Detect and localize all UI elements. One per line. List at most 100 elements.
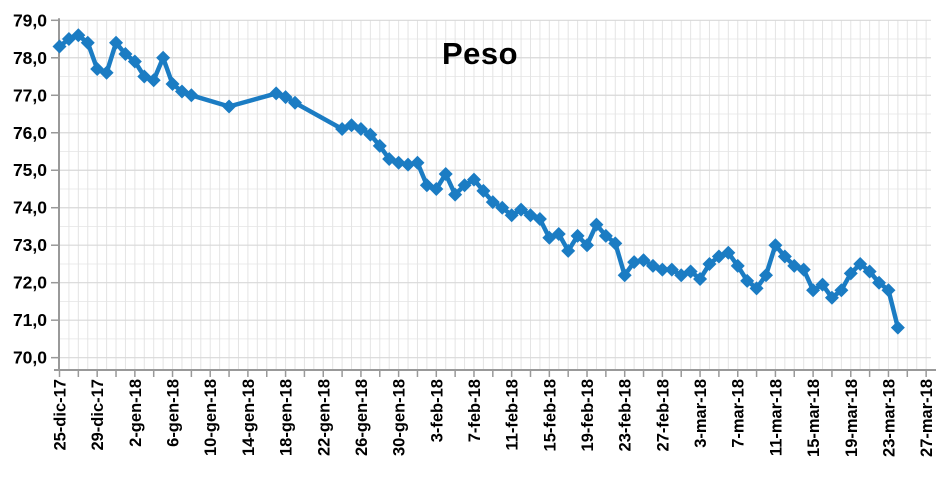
data-point-marker	[52, 39, 67, 54]
x-tick-label: 30-gen-18	[391, 379, 409, 456]
y-tick-label: 73,0	[13, 235, 47, 255]
y-tick-label: 71,0	[13, 310, 47, 330]
data-point-marker	[485, 195, 500, 210]
data-point-marker	[410, 155, 425, 170]
data-point-marker	[109, 35, 124, 50]
x-tick-label: 27-mar-18	[918, 379, 936, 457]
y-tick-label: 76,0	[13, 123, 47, 143]
data-point-marker	[561, 243, 576, 258]
data-point-marker	[570, 228, 585, 243]
data-point-marker	[99, 65, 114, 80]
x-tick-label: 19-feb-18	[579, 379, 597, 451]
data-point-marker	[476, 183, 491, 198]
data-point-marker	[514, 202, 529, 217]
data-point-marker	[824, 290, 839, 305]
data-point-marker	[184, 88, 199, 103]
data-point-marker	[466, 172, 481, 187]
data-point-marker	[843, 266, 858, 281]
data-point-marker	[504, 208, 519, 223]
x-tick-label: 18-gen-18	[278, 379, 296, 456]
x-tick-label: 29-dic-17	[89, 379, 107, 451]
data-point-marker	[777, 249, 792, 264]
data-point-marker	[749, 281, 764, 296]
data-point-marker	[532, 211, 547, 226]
data-point-marker	[551, 226, 566, 241]
data-point-marker	[80, 35, 95, 50]
data-point-marker	[815, 277, 830, 292]
data-point-marker	[664, 262, 679, 277]
y-tick-label: 78,0	[13, 48, 47, 68]
data-point-marker	[278, 90, 293, 105]
x-tick-label: 6-gen-18	[165, 379, 183, 447]
data-point-marker	[881, 283, 896, 298]
data-point-marker	[806, 283, 821, 298]
y-tick-label: 77,0	[13, 85, 47, 105]
data-point-marker	[834, 283, 849, 298]
x-tick-label: 11-mar-18	[767, 379, 785, 456]
x-tick-label: 14-gen-18	[240, 379, 258, 456]
data-point-marker	[495, 200, 510, 215]
data-point-marker	[683, 264, 698, 279]
data-point-marker	[156, 50, 171, 65]
data-point-marker	[448, 187, 463, 202]
data-point-marker	[165, 77, 180, 92]
data-point-marker	[608, 236, 623, 251]
data-point-marker	[617, 268, 632, 283]
data-point-marker	[693, 271, 708, 286]
data-point-marker	[598, 228, 613, 243]
x-tick-label: 23-feb-18	[617, 379, 635, 451]
data-point-marker	[429, 181, 444, 196]
data-point-marker	[872, 275, 887, 290]
x-tick-label: 25-dic-17	[52, 379, 70, 451]
data-point-marker	[353, 122, 368, 137]
data-point-marker	[288, 95, 302, 110]
data-point-marker	[372, 138, 387, 153]
y-tick-label: 70,0	[13, 348, 47, 368]
y-tick-label: 75,0	[13, 160, 47, 180]
data-point-marker	[127, 54, 142, 69]
data-point-marker	[862, 264, 877, 279]
x-tick-label: 19-mar-18	[843, 379, 861, 457]
data-point-marker	[636, 253, 651, 268]
data-point-marker	[890, 320, 905, 335]
x-tick-label: 11-feb-18	[504, 379, 522, 451]
data-point-marker	[627, 255, 642, 270]
x-tick-label: 3-feb-18	[428, 379, 446, 442]
data-point-marker	[768, 238, 783, 253]
y-tick-label: 74,0	[13, 198, 47, 218]
x-tick-label: 10-gen-18	[202, 379, 220, 456]
data-point-marker	[702, 256, 717, 271]
data-point-marker	[438, 166, 453, 181]
y-tick-label: 79,0	[13, 10, 47, 30]
x-tick-label: 26-gen-18	[353, 379, 371, 456]
x-tick-label: 15-feb-18	[541, 379, 559, 451]
data-point-marker	[759, 268, 773, 283]
data-point-marker	[71, 28, 86, 43]
x-tick-label: 22-gen-18	[315, 379, 333, 456]
data-point-marker	[655, 262, 670, 277]
data-point-marker	[721, 245, 736, 260]
data-point-marker	[740, 273, 755, 288]
data-point-marker	[580, 238, 595, 253]
data-point-marker	[401, 157, 416, 172]
data-point-marker	[589, 217, 604, 232]
x-tick-label: 2-gen-18	[127, 379, 145, 447]
data-point-marker	[853, 256, 868, 271]
data-point-marker	[457, 178, 472, 193]
data-point-marker	[796, 262, 811, 277]
x-tick-label: 3-mar-18	[692, 379, 710, 448]
x-tick-label: 7-mar-18	[730, 379, 748, 448]
data-point-marker	[146, 73, 161, 88]
x-tick-label: 23-mar-18	[880, 379, 898, 457]
data-point-marker	[222, 99, 237, 114]
x-tick-label: 7-feb-18	[466, 379, 484, 442]
data-point-marker	[391, 155, 406, 170]
x-tick-label: 27-feb-18	[654, 379, 672, 451]
data-point-marker	[118, 47, 133, 62]
data-point-marker	[730, 258, 745, 273]
x-tick-label: 15-mar-18	[805, 379, 823, 457]
data-point-marker	[363, 127, 378, 142]
y-tick-label: 72,0	[13, 273, 47, 293]
